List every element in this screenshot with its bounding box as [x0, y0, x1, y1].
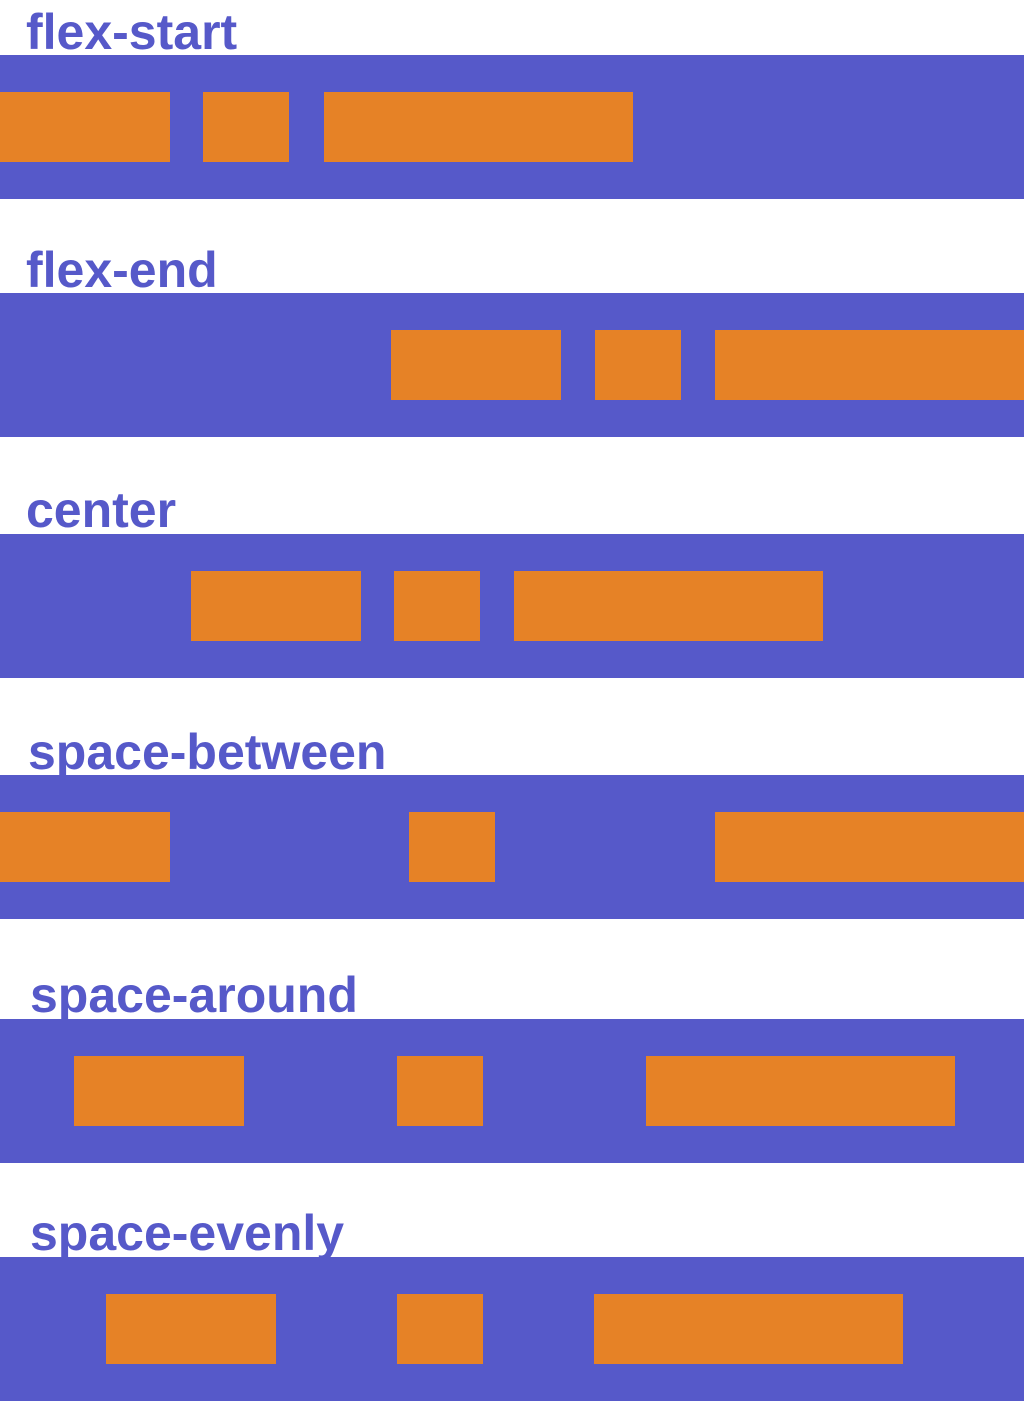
flex-item-1: [0, 92, 170, 162]
flex-item-1: [391, 330, 561, 400]
flex-item-1: [0, 812, 170, 882]
label-space-evenly: space-evenly: [30, 1205, 345, 1261]
flex-item-3: [715, 330, 1024, 400]
container-space-between: [0, 775, 1024, 919]
flex-item-3: [646, 1056, 955, 1126]
label-center: center: [26, 482, 177, 538]
label-flex-start: flex-start: [26, 4, 238, 60]
container-center: [0, 534, 1024, 678]
container-flex-end: [0, 293, 1024, 437]
container-space-evenly: [0, 1257, 1024, 1401]
flex-item-3: [594, 1294, 903, 1364]
flex-item-2: [595, 330, 681, 400]
label-flex-end: flex-end: [26, 242, 218, 298]
label-space-around: space-around: [30, 967, 358, 1023]
flex-item-2: [203, 92, 289, 162]
flex-item-1: [106, 1294, 276, 1364]
label-space-between: space-between: [28, 724, 387, 780]
flex-item-1: [191, 571, 361, 641]
flex-item-2: [394, 571, 480, 641]
flex-item-2: [397, 1056, 483, 1126]
container-flex-start: [0, 55, 1024, 199]
flex-item-3: [514, 571, 823, 641]
flex-item-3: [324, 92, 633, 162]
container-space-around: [0, 1019, 1024, 1163]
flex-item-3: [715, 812, 1024, 882]
flex-item-1: [74, 1056, 244, 1126]
flex-item-2: [409, 812, 495, 882]
flex-item-2: [397, 1294, 483, 1364]
